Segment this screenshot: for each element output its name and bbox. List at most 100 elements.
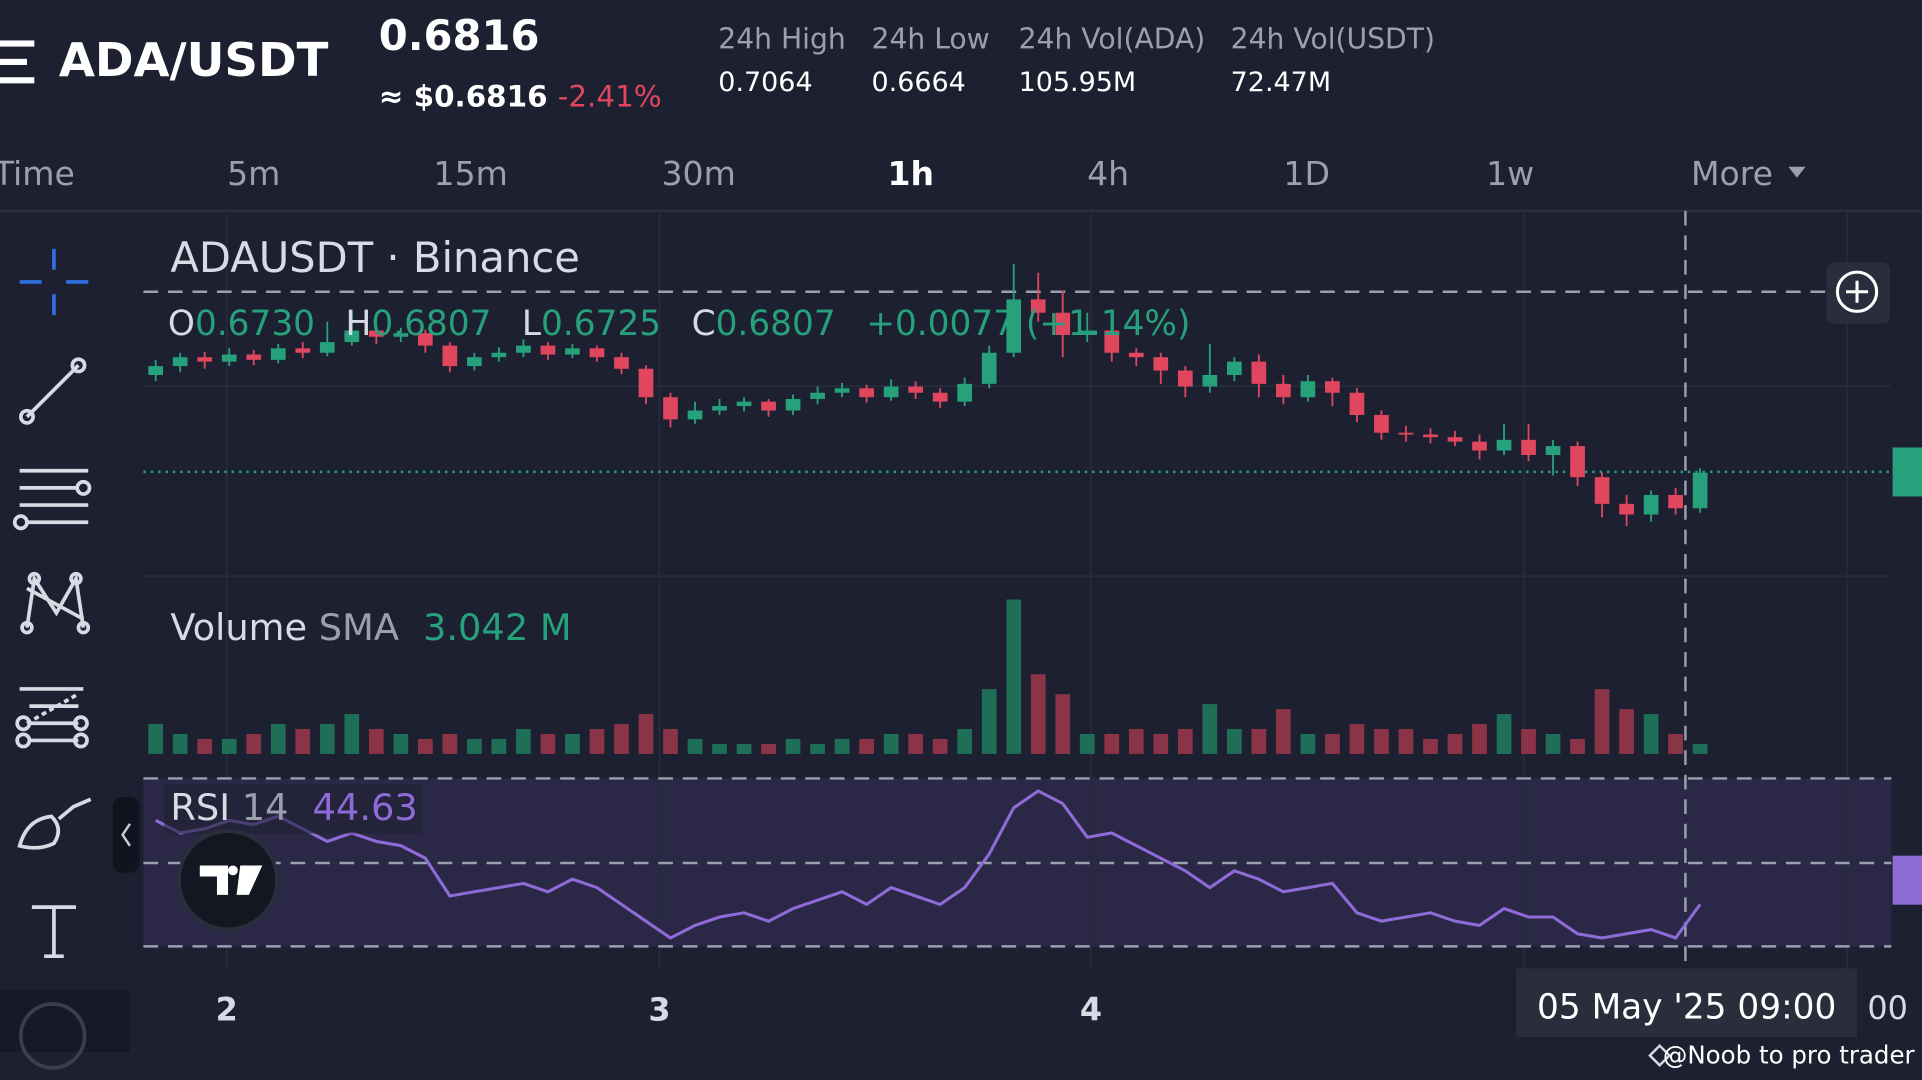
volume-bar [957, 729, 973, 754]
timeframe-tab[interactable]: Time [0, 154, 75, 193]
candle-body [1153, 357, 1169, 371]
low-label: L [522, 303, 541, 343]
candle-body [1079, 330, 1095, 335]
candle-body [1177, 370, 1193, 387]
stat-value: 0.6664 [872, 67, 966, 98]
volume-bar [761, 743, 776, 754]
x-tick-label: 2 [216, 990, 238, 1028]
candle-body [148, 366, 164, 375]
volume-bar [1349, 724, 1365, 754]
candle-body [834, 388, 850, 393]
volume-bar [1643, 714, 1659, 754]
candle-body [1325, 381, 1340, 393]
brush-tool[interactable] [17, 797, 92, 850]
volume-bar [1300, 733, 1316, 754]
volume-bar [785, 738, 801, 754]
volume-bar [834, 738, 850, 754]
timeframe-tab[interactable]: 4h [1087, 154, 1129, 193]
volume-bar [1594, 689, 1610, 754]
rsi-value: 44.63 [313, 786, 418, 829]
stat-value: 105.95M [1019, 67, 1137, 98]
collapse-button[interactable] [112, 796, 140, 873]
candle-body [736, 401, 752, 407]
candle-body [319, 342, 335, 353]
price-change: -2.41% [558, 80, 662, 114]
volume-bar [1570, 738, 1585, 754]
candle-body [1349, 392, 1365, 415]
rsi-period: 14 [242, 786, 289, 829]
volume-bar [589, 729, 605, 754]
rsi-legend-bg [164, 784, 422, 834]
volume-bar [442, 733, 458, 754]
candle-body [516, 345, 531, 353]
candle-body [1496, 439, 1512, 451]
candle-body [1668, 494, 1683, 509]
candle-body [1521, 439, 1536, 455]
candle-body [1545, 446, 1561, 455]
x-tick-label: 4 [1080, 990, 1102, 1028]
add-button[interactable] [1826, 262, 1891, 324]
usd-price: ≈ $0.6816 [379, 80, 548, 114]
volume-bar [1030, 674, 1046, 754]
change-value: +0.0077 (+1.14%) [866, 303, 1190, 343]
volume-bar [1226, 729, 1242, 754]
volume-bar [1325, 733, 1340, 754]
timeframe-tab[interactable]: 15m [434, 154, 508, 193]
volume-bar [712, 743, 727, 754]
timeframe-tab[interactable]: 30m [662, 154, 736, 193]
volume-bar [1251, 729, 1267, 754]
crosshair-tool[interactable] [19, 248, 89, 316]
candle-body [295, 348, 311, 353]
pattern-tool[interactable] [20, 571, 91, 635]
candle-body [932, 392, 948, 402]
candle-body [859, 388, 874, 398]
candle-body [1276, 383, 1291, 398]
candle-body [172, 357, 188, 367]
candle-body [1692, 472, 1708, 509]
volume-bar [417, 738, 433, 754]
volume-bar [1202, 704, 1218, 754]
candle-body [957, 383, 973, 402]
rsi-tag [1892, 855, 1922, 905]
volume-bar [1006, 599, 1022, 754]
volume-bar [1496, 714, 1512, 754]
candle-body [687, 410, 703, 420]
timeframe-tab[interactable]: 1h [887, 154, 934, 193]
timeframe-tab[interactable]: 1w [1486, 154, 1534, 193]
volume-bar [736, 743, 752, 754]
fib-tool[interactable] [15, 687, 89, 749]
timeframe-tab[interactable]: 1D [1283, 154, 1330, 193]
menu-icon[interactable] [0, 40, 35, 84]
stat-label: 24h Vol(USDT) [1231, 22, 1435, 55]
text-tool[interactable] [31, 905, 76, 959]
volume-bar [1104, 733, 1120, 754]
crosshair-label: 05 May '25 09:00 [1516, 968, 1858, 1038]
candle-body [1055, 312, 1071, 335]
trend-line-tool[interactable] [18, 357, 87, 425]
volume-bar [810, 743, 825, 754]
watermark-icon [1648, 1043, 1672, 1068]
horizontal-lines-tool[interactable] [12, 468, 92, 531]
candle-body [1374, 414, 1389, 433]
timeframe-tab[interactable]: 5m [227, 154, 280, 193]
candle-body [1006, 299, 1022, 353]
volume-bar [663, 729, 678, 754]
open-value: 0.6730 [195, 303, 315, 343]
candle-body [883, 386, 899, 398]
candle-body [1398, 432, 1414, 435]
volume-bar [540, 733, 556, 754]
rsi-label: RSI [170, 786, 230, 829]
volume-bar [1398, 729, 1414, 754]
candle-body [712, 406, 727, 411]
candle-body [981, 352, 997, 384]
candle-body [1300, 381, 1316, 398]
volume-bar [1177, 729, 1193, 754]
stat-label: 24h Low [872, 22, 990, 55]
candle-body [442, 345, 458, 367]
stat-label: 24h Vol(ADA) [1019, 22, 1206, 55]
volume-bar [1521, 729, 1536, 754]
candle-body [565, 348, 580, 355]
candle-body [589, 348, 605, 358]
stat-label: 24h High [718, 22, 845, 55]
timeframe-tab[interactable]: More [1691, 154, 1773, 193]
